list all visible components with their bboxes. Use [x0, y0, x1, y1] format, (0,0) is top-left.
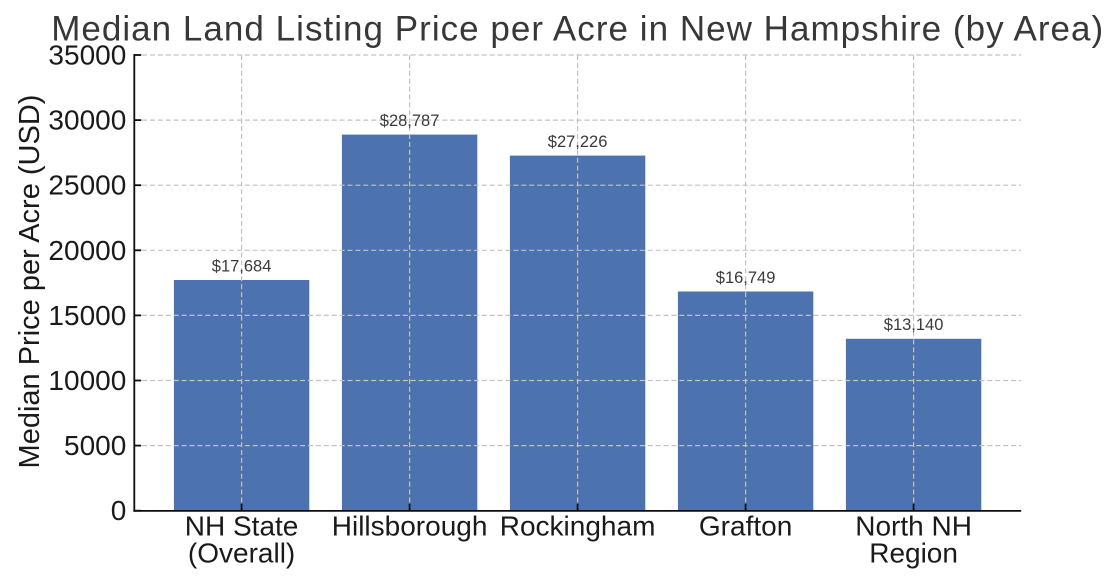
svg-text:(Overall): (Overall)	[188, 537, 295, 568]
svg-text:30000: 30000	[48, 105, 126, 136]
svg-text:35000: 35000	[48, 40, 126, 71]
svg-text:0: 0	[111, 495, 127, 526]
svg-text:10000: 10000	[48, 365, 126, 396]
svg-text:Median Price per Acre (USD): Median Price per Acre (USD)	[14, 95, 46, 469]
svg-text:North NH: North NH	[855, 510, 972, 541]
svg-text:$16,749: $16,749	[716, 269, 776, 287]
svg-text:Grafton: Grafton	[699, 510, 792, 541]
svg-text:15000: 15000	[48, 300, 126, 331]
svg-text:NH State: NH State	[185, 510, 299, 541]
svg-text:Hillsborough: Hillsborough	[332, 510, 488, 541]
svg-text:Rockingham: Rockingham	[500, 510, 656, 541]
svg-text:5000: 5000	[64, 430, 126, 461]
svg-text:$27,226: $27,226	[548, 133, 608, 151]
svg-text:Median Land Listing Price per: Median Land Listing Price per Acre in Ne…	[51, 9, 1104, 48]
svg-text:$28,787: $28,787	[380, 112, 440, 130]
svg-text:25000: 25000	[48, 170, 126, 201]
svg-text:$17,684: $17,684	[212, 257, 272, 275]
svg-text:Region: Region	[869, 537, 958, 568]
svg-text:20000: 20000	[48, 235, 126, 266]
svg-text:$13,140: $13,140	[884, 316, 944, 334]
